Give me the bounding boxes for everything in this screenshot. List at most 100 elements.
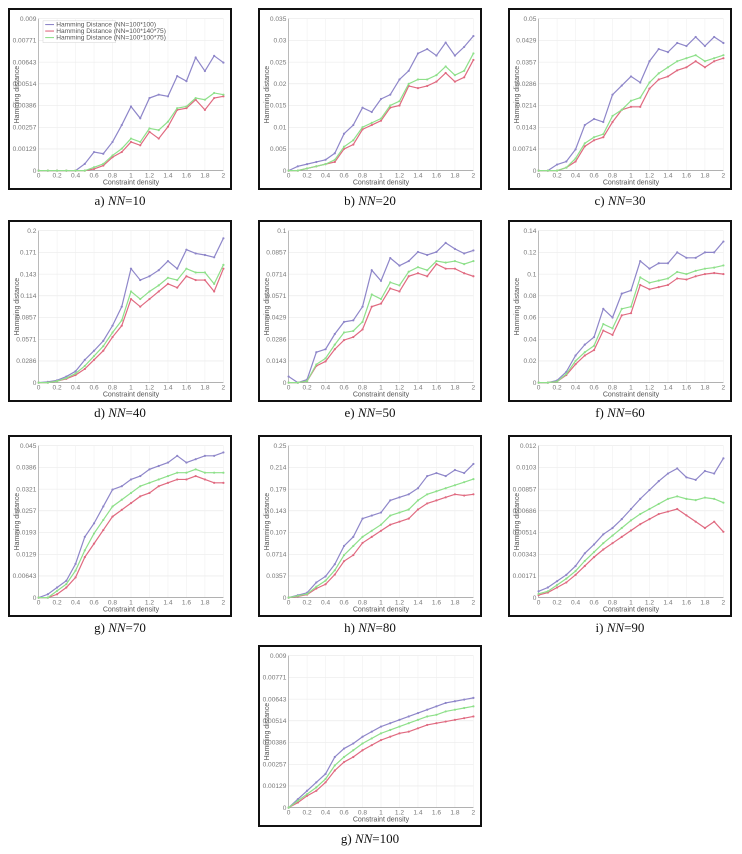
x-tick-label: 1 — [629, 173, 633, 180]
data-point — [676, 277, 679, 280]
data-point — [120, 150, 123, 154]
data-point — [583, 552, 586, 555]
data-point — [111, 515, 114, 518]
data-point — [620, 518, 623, 521]
x-tick-label: 0.8 — [108, 173, 118, 180]
x-tick-label: 1.4 — [663, 600, 673, 607]
data-point — [129, 491, 133, 495]
chart-panel: 0 0.00129 0.00257 0.00386 0.00514 0.00643 0.00… — [258, 645, 482, 827]
x-tick-label: 0.8 — [358, 600, 368, 607]
data-point — [657, 480, 660, 483]
data-point — [111, 140, 114, 144]
data-point — [472, 52, 475, 55]
line-chart: 0 0.005 0.01 0.015 0.02 0.025 0.03 0.035 0 0.2 0.4… — [264, 16, 476, 187]
x-tick-label: 2 — [472, 600, 476, 607]
data-point — [574, 157, 577, 160]
data-point — [592, 335, 596, 339]
x-tick-label: 1.8 — [450, 385, 460, 392]
data-point — [148, 96, 151, 100]
data-point — [389, 93, 392, 96]
caption-prefix: f) — [595, 405, 608, 420]
data-point — [703, 60, 707, 63]
line-chart: 0 0.00714 0.0143 0.0214 0.0286 0.0357 0.0429 0.… — [513, 16, 726, 187]
data-point — [222, 481, 225, 484]
data-point — [398, 496, 401, 499]
data-point — [120, 123, 123, 127]
x-axis-label: Constraint density — [103, 180, 160, 187]
data-point — [379, 297, 383, 301]
x-tick-label: 0.6 — [89, 600, 99, 607]
data-point — [574, 569, 577, 573]
x-tick-label: 2 — [472, 173, 476, 180]
data-point — [703, 267, 707, 270]
data-point — [333, 158, 336, 161]
data-point — [305, 789, 309, 792]
data-point — [129, 297, 133, 301]
data-point — [352, 544, 355, 548]
y-tick-label: 0.143 — [20, 271, 37, 278]
data-point — [333, 569, 336, 572]
x-tick-label: 1.6 — [182, 385, 192, 392]
data-point — [426, 715, 429, 718]
data-point — [111, 335, 114, 339]
data-point — [129, 105, 133, 108]
data-point — [648, 81, 651, 84]
y-tick-label: 0.00171 — [513, 573, 537, 580]
data-point — [129, 140, 133, 144]
data-point — [648, 518, 651, 521]
x-tick-label: 0 — [537, 385, 541, 392]
data-point — [565, 573, 568, 576]
y-tick-label: 0.00643 — [13, 573, 37, 580]
data-point — [629, 507, 633, 511]
data-point — [648, 281, 651, 284]
data-point — [639, 105, 642, 108]
data-point — [694, 520, 697, 523]
data-point — [120, 498, 123, 501]
data-point — [324, 583, 327, 586]
data-point — [676, 41, 679, 45]
data-point — [65, 169, 68, 172]
data-point — [407, 517, 410, 520]
data-point — [592, 348, 596, 352]
data-point — [657, 512, 660, 516]
x-axis-label: Constraint density — [353, 817, 410, 824]
data-point — [361, 541, 364, 545]
legend-entry: Hamming Distance (NN=100*100) — [56, 21, 156, 28]
data-point — [444, 487, 447, 490]
data-point — [203, 478, 207, 481]
data-point — [305, 163, 309, 166]
chart-panel: 0 0.00714 0.0143 0.0214 0.0286 0.0357 0.0429 0.… — [508, 8, 732, 190]
data-point — [592, 117, 596, 121]
data-point — [139, 117, 142, 120]
data-point — [370, 744, 373, 747]
data-point — [129, 137, 133, 140]
data-point — [583, 123, 586, 127]
data-point — [361, 320, 364, 323]
data-point — [416, 712, 420, 715]
data-point — [453, 259, 457, 263]
caption-value: =90 — [624, 620, 645, 635]
data-point — [120, 508, 123, 511]
x-axis-label: Constraint density — [103, 392, 160, 399]
data-point — [92, 167, 96, 171]
data-point — [324, 348, 327, 351]
x-tick-label: 1.2 — [645, 385, 655, 392]
caption-value: =70 — [125, 620, 146, 635]
data-point — [370, 730, 373, 733]
y-axis-label: Hamming distance — [514, 278, 521, 336]
data-point — [157, 485, 160, 488]
data-point — [555, 163, 559, 166]
x-tick-label: 0.2 — [552, 173, 562, 180]
data-point — [657, 502, 660, 506]
y-tick-label: 0.0129 — [16, 551, 37, 558]
data-point — [685, 514, 688, 517]
data-point — [333, 755, 336, 759]
data-point — [296, 801, 299, 804]
data-point — [83, 358, 86, 361]
legend: Hamming Distance (NN=100*100)Hamming Dis… — [42, 20, 166, 43]
y-tick-label: 0.0571 — [266, 293, 287, 300]
data-point — [685, 57, 688, 60]
data-point — [620, 314, 623, 317]
data-point — [213, 282, 216, 285]
data-point — [111, 488, 114, 491]
